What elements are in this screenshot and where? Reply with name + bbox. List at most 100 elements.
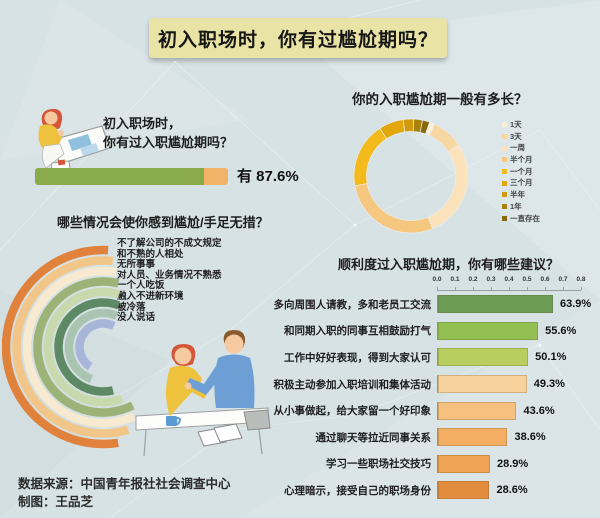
legend-item: 半年	[502, 191, 540, 199]
legend-item: 1年	[502, 203, 540, 211]
situations-label-list: 不了解公司的不成文规定 和不熟的人相处 无所事事 对人员、业务情况不熟悉 一个人吃饭 融入…	[117, 238, 222, 324]
bar-value-label: 43.6%	[523, 404, 555, 417]
axis-tick	[509, 287, 510, 290]
radial-arc	[75, 319, 116, 371]
axis-tick-label: 0.7	[558, 276, 568, 283]
legend-label: 一周	[510, 143, 525, 153]
situation-label: 被冷落	[117, 301, 146, 313]
legend-label: 1天	[510, 120, 522, 129]
bar-row: 从小事做起，给大家留一个好印象 43.6%	[255, 397, 595, 424]
bar-category-label: 多向周围人请教，多和老员工交流	[273, 298, 432, 311]
donut-segment	[419, 119, 431, 135]
axis-tick-label: 0.1	[450, 276, 460, 283]
legend-item: 一直存在	[502, 214, 540, 223]
bar-value-label: 49.3%	[533, 378, 565, 391]
entry-question-line1: 初入职场时，	[103, 116, 182, 131]
data-source-text: 数据来源：中国青年报社社会调查中心	[18, 477, 231, 491]
donut-segment	[353, 127, 388, 187]
legend-swatch	[502, 157, 507, 163]
bar-category-label: 工作中好好表现，得到大家认可	[284, 351, 431, 364]
legend-swatch	[502, 192, 507, 198]
bar	[438, 321, 539, 340]
bar-track: 43.6%	[437, 401, 582, 420]
legend-item: 一周	[502, 144, 540, 152]
axis-tick-label: 0.0	[432, 276, 442, 283]
legend-label: 3天	[510, 131, 522, 141]
legend-label: 三个月	[510, 178, 533, 188]
bar	[438, 375, 527, 394]
bar-row: 通过聊天等拉近同事关系 38.6%	[255, 424, 595, 451]
bar-track: 55.6%	[437, 321, 582, 340]
bar-track: 28.6%	[437, 481, 582, 500]
donut-segment	[354, 183, 434, 234]
entry-question: 初入职场时， 你有过入职尴尬期吗？	[103, 114, 233, 152]
entry-answer-bar	[35, 168, 228, 185]
bar	[438, 295, 554, 314]
axis-tick	[455, 287, 456, 290]
bar	[438, 481, 490, 500]
footer: 数据来源：中国青年报社社会调查中心 制图：王品芝	[18, 475, 231, 511]
legend-label: 一个月	[510, 166, 533, 176]
donut-segment	[427, 144, 469, 230]
legend-item: 3天	[502, 133, 540, 141]
situation-label: 融入不进新环境	[117, 290, 184, 302]
bar-track: 28.9%	[437, 454, 582, 473]
legend-item: 三个月	[502, 179, 540, 187]
situation-label: 对人员、业务情况不熟悉	[117, 269, 222, 281]
radial-arc	[54, 298, 121, 396]
legend-swatch	[502, 133, 507, 139]
axis-tick-label: 0.6	[540, 276, 550, 283]
bar-value-label: 63.9%	[560, 298, 592, 311]
radial-arc	[64, 308, 119, 383]
axis-tick	[545, 287, 546, 290]
legend-swatch	[502, 122, 507, 128]
entry-bar-yes-segment	[35, 168, 205, 185]
legend-swatch	[502, 180, 507, 186]
axis-tick-label: 0.2	[468, 276, 478, 283]
bar-row: 工作中好好表现，得到大家认可 50.1%	[255, 344, 595, 371]
page-title: 初入职场时，你有过尴尬期吗？	[157, 29, 438, 51]
suggestions-bar-chart: 0.0 0.1 0.2 0.3 0.4 0.5 0.6 0.7 0.8 多向周围人请教，多和老员…	[255, 274, 595, 504]
bar-category-label: 心理暗示，接受自己的职场身份	[284, 484, 431, 497]
credit-text: 制图：王品芝	[18, 495, 94, 509]
axis-tick-label: 0.3	[486, 276, 496, 283]
bar-track: 63.9%	[437, 295, 591, 314]
situation-label: 不了解公司的不成文规定	[117, 238, 222, 249]
situation-label: 和不熟的人相处	[117, 248, 184, 260]
illustration-two-people-talking	[135, 330, 271, 457]
radial-arc	[2, 245, 119, 449]
axis-tick	[491, 287, 492, 290]
situation-label: 一个人吃饭	[117, 280, 165, 292]
legend-swatch	[502, 215, 507, 221]
bar-category-label: 学习一些职场社交技巧	[326, 458, 431, 471]
radial-arc	[43, 287, 124, 407]
bar-row: 和同期入职的同事互相鼓励打气 55.6%	[255, 318, 595, 345]
legend-swatch	[502, 145, 507, 151]
axis-tick	[437, 287, 438, 290]
legend-item: 半个月	[502, 156, 540, 164]
donut-legend: 1天 3天一周半个月一个月三个月半年 1年一直存在	[502, 121, 540, 222]
axis-tick	[527, 287, 528, 290]
situation-label: 无所事事	[117, 259, 156, 271]
donut-segment	[402, 118, 415, 133]
situations-radial-chart	[2, 245, 136, 449]
entry-answer-label: 有 87.6%	[237, 168, 299, 185]
axis-tick-label: 0.8	[576, 276, 586, 283]
radial-arc	[33, 277, 135, 417]
bar-row: 积极主动参加入职培训和集体活动 49.3%	[255, 371, 595, 398]
legend-item: 一个月	[502, 168, 540, 176]
bar-category-label: 积极主动参加入职培训和集体活动	[273, 378, 432, 391]
radial-arc	[22, 266, 136, 428]
bar-value-label: 55.6%	[545, 324, 577, 337]
bar-value-label: 28.6%	[496, 484, 528, 497]
main-title-banner: 初入职场时，你有过尴尬期吗？	[149, 18, 447, 58]
legend-label: 半年	[510, 190, 525, 200]
bar-value-label: 38.6%	[514, 431, 546, 444]
axis-tick-label: 0.4	[504, 276, 514, 283]
duration-donut-chart	[353, 118, 469, 234]
donut-chart-title: 你的入职尴尬期一般有多长？	[352, 92, 528, 107]
bar-track: 50.1%	[437, 348, 582, 367]
bar-row: 学习一些职场社交技巧 28.9%	[255, 451, 595, 478]
bar	[438, 428, 508, 447]
